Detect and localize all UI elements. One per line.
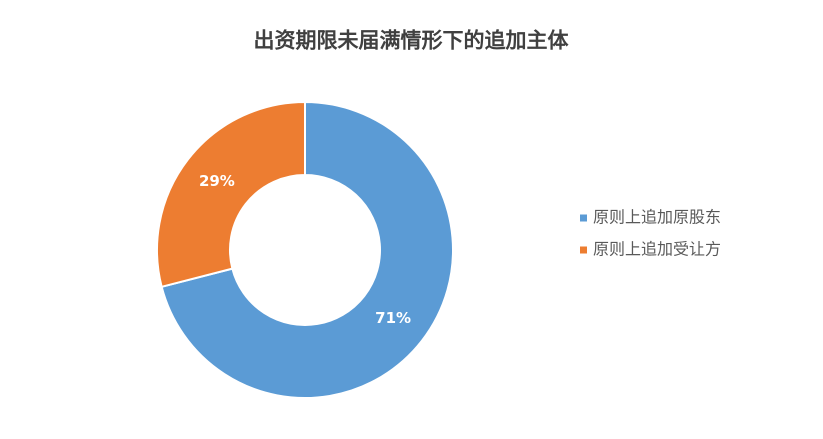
value-label: 71% <box>375 309 411 327</box>
value-label: 29% <box>199 172 235 190</box>
chart-title: 出资期限未届满情形下的追加主体 <box>254 28 570 53</box>
legend-swatch <box>580 214 587 222</box>
donut-slice <box>160 100 454 399</box>
legend-swatch <box>580 246 587 254</box>
legend-label: 原则上追加原股东 <box>593 208 721 227</box>
legend-label: 原则上追加受让方 <box>593 240 721 259</box>
donut-slice <box>156 100 306 289</box>
